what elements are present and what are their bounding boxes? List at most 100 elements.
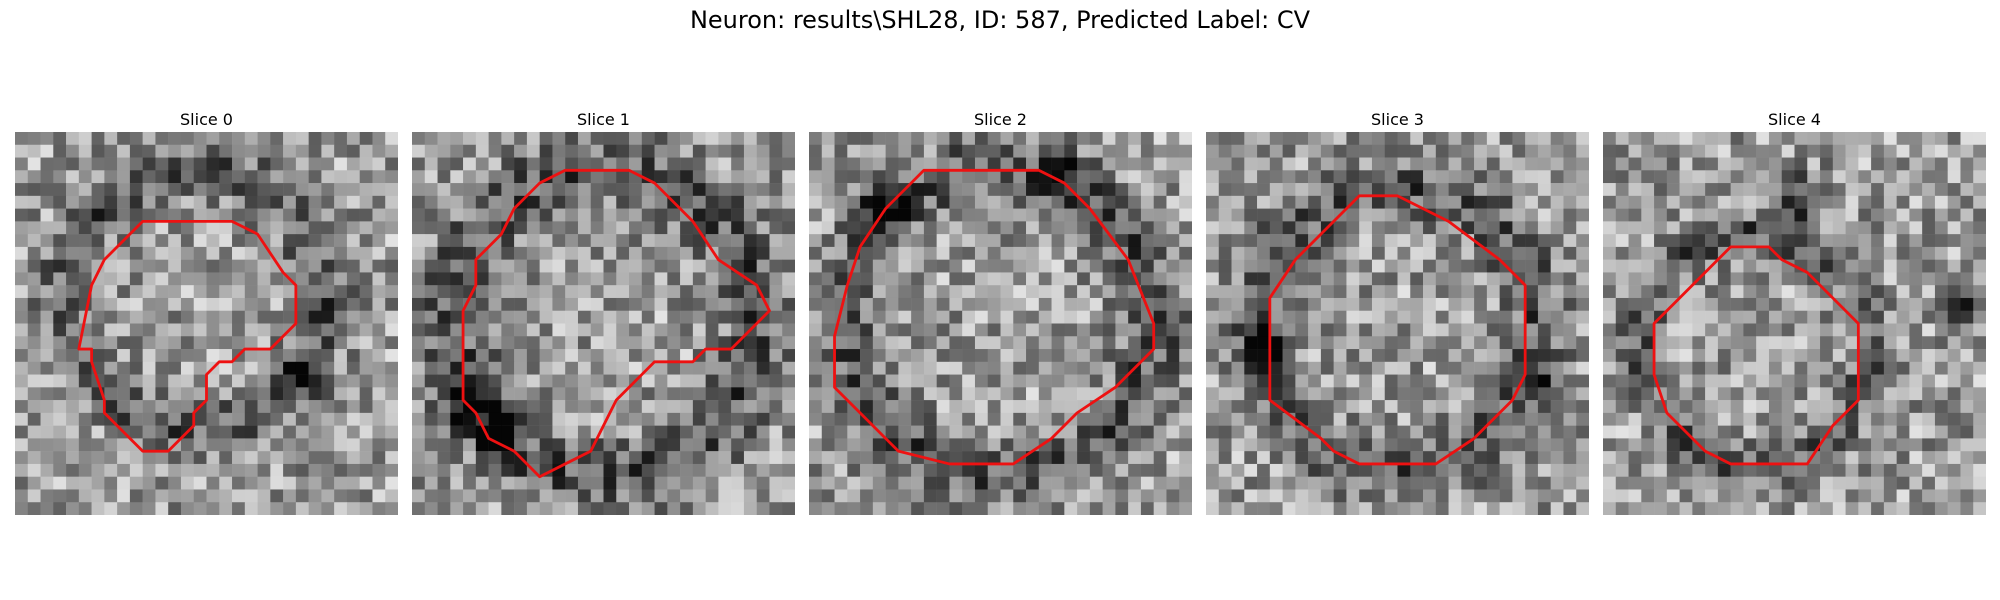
pixel <box>1768 221 1782 235</box>
pixel <box>962 476 976 490</box>
pixel <box>104 400 118 414</box>
pixel <box>1781 400 1795 414</box>
pixel <box>475 144 489 158</box>
pixel <box>66 400 80 414</box>
pixel <box>680 234 694 248</box>
pixel <box>1628 412 1642 426</box>
pixel <box>1654 451 1668 465</box>
pixel <box>1461 400 1475 414</box>
pixel <box>756 374 770 388</box>
pixel <box>1781 323 1795 337</box>
pixel <box>1474 246 1488 260</box>
pixel <box>1537 463 1551 477</box>
pixel <box>1320 259 1334 273</box>
pixel <box>860 349 874 363</box>
pixel <box>654 221 668 235</box>
pixel <box>1257 246 1271 260</box>
pixel <box>15 157 29 171</box>
pixel <box>475 132 489 146</box>
pixel <box>590 246 604 260</box>
pixel <box>718 170 732 184</box>
pixel <box>1435 476 1449 490</box>
pixel <box>1768 285 1782 299</box>
pixel <box>834 349 848 363</box>
pixel <box>1397 310 1411 324</box>
pixel <box>501 336 515 350</box>
pixel <box>769 438 783 452</box>
pixel <box>104 374 118 388</box>
pixel <box>1423 144 1437 158</box>
pixel <box>1089 349 1103 363</box>
pixel <box>1384 361 1398 375</box>
pixel <box>1896 132 1910 146</box>
pixel <box>412 234 426 248</box>
pixel <box>270 170 284 184</box>
pixel <box>603 297 617 311</box>
pixel <box>1576 183 1589 197</box>
pixel <box>1153 349 1167 363</box>
pixel <box>809 361 823 375</box>
pixel <box>705 400 719 414</box>
pixel <box>1115 234 1129 248</box>
pixel <box>155 425 169 439</box>
pixel <box>1435 463 1449 477</box>
pixel <box>1705 183 1719 197</box>
pixel <box>463 412 477 426</box>
pixel <box>1077 310 1091 324</box>
pixel <box>667 463 681 477</box>
pixel <box>1576 310 1589 324</box>
pixel <box>1000 246 1014 260</box>
pixel <box>1845 425 1859 439</box>
pixel <box>654 285 668 299</box>
pixel <box>1947 463 1961 477</box>
pixel <box>1922 132 1936 146</box>
pixel <box>680 285 694 299</box>
pixel <box>53 489 67 503</box>
pixel <box>501 272 515 286</box>
pixel <box>718 246 732 260</box>
pixel <box>1909 387 1923 401</box>
pixel <box>1973 285 1986 299</box>
pixel <box>193 374 207 388</box>
pixel <box>295 412 309 426</box>
pixel <box>1140 438 1154 452</box>
pixel <box>142 170 156 184</box>
pixel <box>1308 323 1322 337</box>
pixel <box>463 361 477 375</box>
pixel <box>501 157 515 171</box>
pixel <box>1615 463 1629 477</box>
pixel <box>437 285 451 299</box>
pixel <box>1563 387 1577 401</box>
pixel <box>1140 259 1154 273</box>
pixel <box>168 157 182 171</box>
pixel <box>1845 374 1859 388</box>
pixel <box>1550 246 1564 260</box>
pixel <box>359 374 373 388</box>
pixel <box>1768 438 1782 452</box>
pixel <box>270 463 284 477</box>
pixel <box>1692 144 1706 158</box>
pixel <box>962 195 976 209</box>
pixel <box>1244 157 1258 171</box>
pixel <box>1883 412 1897 426</box>
pixel <box>1486 234 1500 248</box>
pixel <box>1871 400 1885 414</box>
pixel <box>1832 183 1846 197</box>
pixel <box>1807 157 1821 171</box>
pixel <box>705 132 719 146</box>
pixel <box>117 132 131 146</box>
pixel <box>1883 502 1897 515</box>
pixel <box>1269 374 1283 388</box>
pixel <box>1474 323 1488 337</box>
pixel <box>1781 489 1795 503</box>
pixel <box>1089 234 1103 248</box>
pixel <box>1973 157 1986 171</box>
pixel <box>66 374 80 388</box>
pixel <box>1525 183 1539 197</box>
pixel <box>1051 246 1065 260</box>
pixel <box>590 502 604 515</box>
pixel <box>705 195 719 209</box>
pixel <box>809 374 823 388</box>
pixel <box>1359 336 1373 350</box>
pixel <box>1922 438 1936 452</box>
